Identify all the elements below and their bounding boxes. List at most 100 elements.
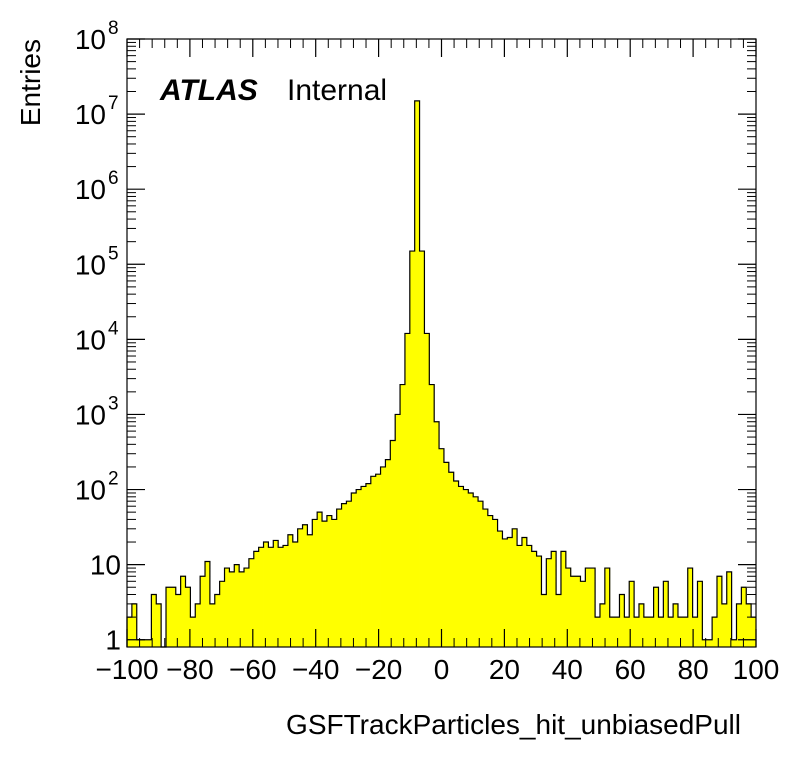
histogram-bin [595, 617, 601, 647]
histogram-bin [624, 617, 630, 647]
histogram-bin [478, 501, 484, 647]
histogram-bin [175, 594, 182, 647]
histogram-bin [712, 617, 718, 647]
histogram-bin [156, 603, 162, 647]
histogram-bin [297, 528, 303, 647]
histogram-bin [209, 603, 216, 647]
histogram-bin [556, 594, 562, 647]
histogram-bin [244, 568, 250, 647]
histogram-bin [283, 545, 289, 647]
histogram-bin [629, 581, 635, 647]
y-tick-exponent: 2 [108, 469, 119, 490]
histogram-bin [473, 496, 479, 647]
histogram-bin [214, 594, 221, 647]
histogram-bin [205, 561, 211, 647]
histogram-bin [570, 576, 576, 647]
histogram-bin [492, 519, 498, 647]
histogram-bin [258, 547, 264, 647]
y-tick-label: 10 [75, 399, 106, 430]
histogram-bin [302, 524, 308, 647]
histogram-bin [292, 542, 299, 647]
histogram-bin [560, 551, 567, 647]
histogram-bin [619, 594, 625, 647]
x-tick-label: 20 [489, 654, 520, 685]
histogram-bin [526, 545, 533, 647]
histogram-bin [599, 603, 606, 647]
x-tick-label: 100 [733, 654, 780, 685]
histogram-bin [653, 587, 659, 647]
histogram-bin [385, 459, 391, 647]
histogram-bin [424, 333, 430, 647]
atlas-label-internal: Internal [287, 74, 387, 107]
histogram-bin [682, 617, 689, 647]
x-tick-label: −40 [292, 654, 340, 685]
histogram-bin [146, 639, 152, 647]
y-tick-label: 10 [90, 550, 121, 581]
histogram-bin [419, 251, 425, 648]
histogram-bin [507, 537, 513, 647]
histogram-bin [224, 568, 230, 647]
y-tick-exponent: 5 [108, 243, 119, 264]
x-tick-label: 60 [615, 654, 646, 685]
histogram-bin [414, 100, 420, 648]
histogram-bin [380, 466, 386, 647]
histogram-bin [263, 542, 269, 647]
histogram-bin [141, 639, 147, 647]
histogram-bin [609, 617, 615, 647]
histogram-bin [346, 501, 352, 647]
histogram-bin [326, 515, 333, 647]
histogram-bin [268, 547, 274, 647]
x-tick-label: −100 [95, 654, 158, 685]
histogram-bin [541, 594, 547, 647]
histogram-bin [512, 528, 518, 647]
histogram-bin [468, 492, 474, 647]
histogram-bin [458, 486, 464, 647]
histogram-bin [731, 639, 737, 647]
histogram-outline [126, 100, 756, 648]
histogram-bin [195, 603, 201, 647]
histogram-bin [697, 581, 703, 647]
histogram-bin [185, 587, 191, 647]
histogram-bin [151, 594, 157, 647]
histogram-bin [502, 538, 508, 647]
x-tick-label: 80 [678, 654, 709, 685]
histogram-bin [370, 476, 377, 647]
histogram-bin [287, 534, 294, 647]
histogram-bin [643, 617, 650, 647]
histogram-bin [565, 568, 572, 647]
histogram-bin [497, 531, 503, 647]
histogram-bin [317, 512, 323, 647]
histogram-bin [634, 617, 640, 647]
y-tick-label: 10 [75, 324, 106, 355]
histogram-bin [687, 568, 694, 647]
histogram-bin [390, 440, 396, 647]
histogram-bin [131, 603, 138, 647]
x-axis-ticks: −100 −80 −60 −40 −20 0 20 40 60 80 100 [95, 39, 779, 685]
histogram-bin [716, 576, 723, 647]
histogram-bin [663, 581, 669, 647]
histogram-bin [336, 509, 342, 647]
histogram-bin [673, 603, 679, 647]
histogram-bin [482, 509, 489, 647]
histogram-bin [443, 462, 450, 647]
histogram-bin [590, 568, 596, 647]
histogram-bin [746, 603, 752, 647]
histogram-bin [604, 568, 611, 647]
histogram-bin [404, 333, 411, 647]
y-tick-label: 10 [75, 174, 106, 205]
y-tick-label: 10 [75, 99, 106, 130]
y-tick-exponent: 6 [108, 168, 119, 189]
histogram-bin [453, 480, 459, 647]
histogram-bin [575, 576, 581, 647]
histogram-bin [322, 521, 328, 647]
histogram-bin [127, 617, 133, 647]
histogram-bin [331, 519, 338, 647]
histogram-bin [707, 639, 713, 647]
histogram-bin [273, 540, 279, 647]
histogram-bin [395, 414, 401, 647]
y-tick-label: 10 [75, 475, 106, 506]
histogram-bin [248, 558, 255, 647]
histogram-bin [375, 474, 381, 647]
